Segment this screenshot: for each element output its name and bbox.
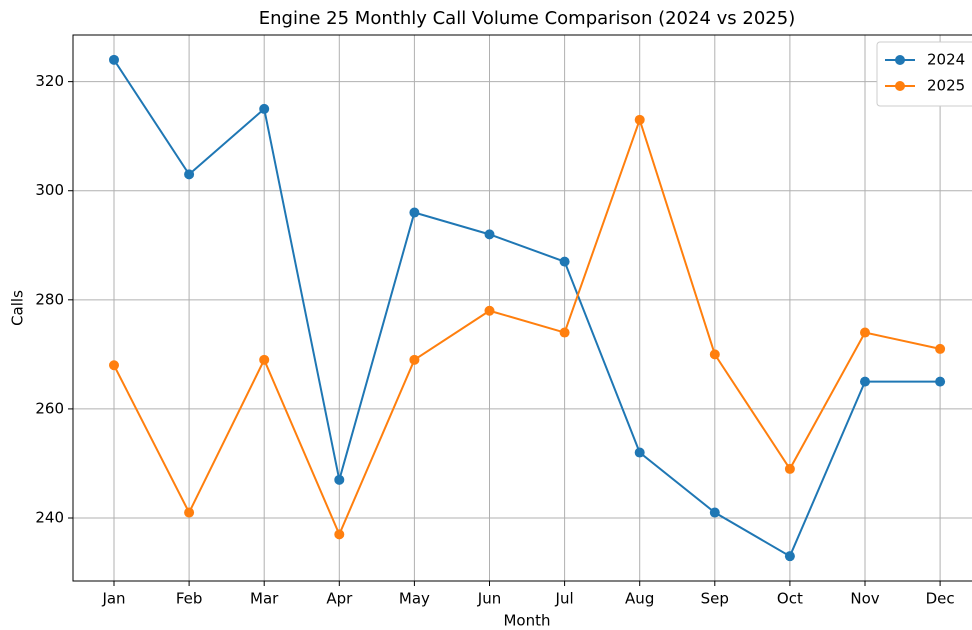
data-point <box>860 376 870 387</box>
data-point <box>334 474 345 485</box>
data-point <box>784 551 795 562</box>
data-point <box>484 229 495 240</box>
chart-title: Engine 25 Monthly Call Volume Comparison… <box>259 8 795 29</box>
plot-frame <box>72 34 972 582</box>
data-point <box>634 114 645 125</box>
y-tick-label: 300 <box>35 181 64 199</box>
x-tick-label: Mar <box>250 590 279 608</box>
x-tick-label: Apr <box>326 590 353 608</box>
data-point <box>784 463 795 474</box>
data-point <box>184 507 195 518</box>
legend-marker <box>895 55 905 65</box>
data-point <box>259 354 270 365</box>
x-tick-label: May <box>399 590 430 608</box>
series-line <box>113 116 941 537</box>
x-tick-label: Dec <box>926 590 955 608</box>
data-point <box>109 360 119 371</box>
data-point <box>184 169 195 180</box>
x-tick-label: Jul <box>555 590 574 608</box>
legend-label: 2024 <box>927 51 965 69</box>
data-point <box>559 256 570 267</box>
data-point <box>559 327 570 338</box>
data-point <box>409 207 420 218</box>
legend-marker <box>895 81 905 91</box>
y-tick-label: 240 <box>35 509 64 527</box>
x-tick-label: Aug <box>625 590 654 608</box>
x-tick-label: Nov <box>850 590 879 608</box>
data-point <box>409 354 420 365</box>
x-tick-label: Jun <box>477 590 501 608</box>
legend-label: 2025 <box>927 77 965 95</box>
data-point <box>709 507 720 518</box>
x-tick-label: Oct <box>777 590 803 608</box>
data-point <box>860 327 870 338</box>
data-point <box>259 103 270 114</box>
x-tick-label: Feb <box>176 590 203 608</box>
data-point <box>935 343 946 354</box>
series-line <box>113 59 941 558</box>
y-tick-label: 280 <box>35 290 64 308</box>
data-point <box>935 376 946 387</box>
x-tick-label: Jan <box>101 590 125 608</box>
y-tick-label: 320 <box>35 72 64 90</box>
data-point <box>634 447 645 458</box>
data-point <box>109 54 119 65</box>
x-axis-label: Month <box>503 612 550 630</box>
y-axis-label: Calls <box>9 290 27 326</box>
data-point <box>334 529 345 540</box>
data-point <box>709 349 720 360</box>
data-point <box>484 305 495 316</box>
y-tick-label: 260 <box>35 399 64 417</box>
x-tick-label: Sep <box>701 590 729 608</box>
